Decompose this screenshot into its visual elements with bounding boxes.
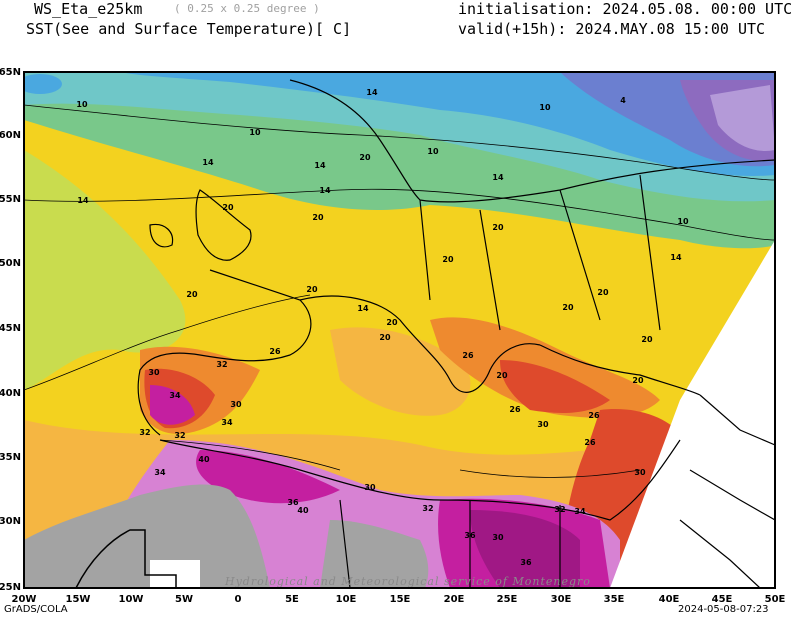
y-tick-label: 60N (0, 130, 21, 141)
x-tick-label: 5E (285, 594, 299, 605)
y-tick-label: 45N (0, 323, 21, 334)
contour-label: 20 (442, 255, 454, 264)
contour-label: 26 (462, 351, 474, 360)
x-tick-label: 35E (604, 594, 625, 605)
x-tick-label: 20E (444, 594, 465, 605)
model-name: WS_Eta_e25km (34, 0, 143, 18)
contour-label: 20 (632, 376, 644, 385)
contour-label: 14 (670, 253, 682, 262)
contour-label: 32 (422, 504, 433, 513)
contour-label: 26 (509, 405, 521, 414)
initialisation-time: initialisation: 2024.05.08. 00:00 UTC (458, 0, 793, 18)
contour-label: 34 (169, 391, 181, 400)
y-tick-label: 55N (0, 194, 21, 205)
contour-label: 26 (588, 411, 600, 420)
grid-resolution: ( 0.25 x 0.25 degree ) (174, 2, 320, 15)
x-tick-label: 50E (765, 594, 786, 605)
x-tick-label: 15E (390, 594, 411, 605)
contour-label: 30 (148, 368, 160, 377)
contour-label: 36 (287, 498, 299, 507)
footer-timestamp: 2024-05-08-07:23 (678, 604, 769, 615)
contour-label: 10 (76, 100, 88, 109)
contour-label: 14 (202, 158, 214, 167)
contour-label: 14 (357, 304, 369, 313)
contour-label: 14 (77, 196, 89, 205)
x-tick-label: 25E (497, 594, 518, 605)
contour-label: 14 (492, 173, 504, 182)
contour-label: 10 (539, 103, 551, 112)
contour-label: 34 (574, 507, 586, 516)
contour-label: 30 (537, 420, 549, 429)
watermark-text: Hydrological and Meteorological service … (224, 575, 591, 588)
contour-label: 34 (221, 418, 233, 427)
x-tick-label: 45E (712, 594, 733, 605)
contour-label: 20 (312, 213, 324, 222)
contour-label: 20 (359, 153, 371, 162)
y-tick-label: 25N (0, 582, 21, 593)
contour-label: 36 (520, 558, 532, 567)
contour-label: 20 (492, 223, 504, 232)
contour-label: 30 (230, 400, 242, 409)
contour-label: 32 (216, 360, 227, 369)
contour-label: 20 (562, 303, 574, 312)
contour-label: 20 (597, 288, 609, 297)
footer-software: GrADS/COLA (4, 604, 68, 615)
contour-label: 30 (492, 533, 504, 542)
contour-label: 30 (364, 483, 376, 492)
x-tick-label: 5W (175, 594, 193, 605)
contour-label: 20 (496, 371, 508, 380)
x-axis-ticks: 20W 15W 10W 5W 0 5E 10E 15E 20E 25E 30E 35E 40E 45E 50… (12, 594, 786, 605)
contour-label: 20 (386, 318, 398, 327)
x-tick-label: 40E (659, 594, 680, 605)
y-tick-label: 65N (0, 67, 21, 78)
contour-label: 14 (314, 161, 326, 170)
temperature-field (24, 72, 775, 588)
y-tick-label: 50N (0, 258, 21, 269)
x-tick-label: 15W (66, 594, 91, 605)
contour-label: 10 (427, 147, 439, 156)
contour-label: 10 (249, 128, 261, 137)
contour-label: 40 (198, 455, 210, 464)
contour-labels: 10 10 10 10 10 4 14 14 14 14 14 14 14 14 20 20 20 20 20 20 2… (76, 88, 689, 567)
x-tick-label: 0 (235, 594, 242, 605)
contour-label: 32 (139, 428, 150, 437)
contour-label: 20 (186, 290, 198, 299)
contour-label: 34 (154, 468, 166, 477)
contour-label: 4 (620, 96, 626, 105)
y-axis-ticks: 65N 60N 55N 50N 45N 40N 35N 30N 25N (0, 67, 21, 593)
contour-label: 20 (641, 335, 653, 344)
valid-time: valid(+15h): 2024.MAY.08 15:00 UTC (458, 20, 766, 38)
x-tick-label: 10W (119, 594, 144, 605)
contour-label: 14 (319, 186, 331, 195)
contour-label: 20 (379, 333, 391, 342)
x-tick-label: 20W (12, 594, 37, 605)
coastlines (75, 79, 775, 588)
contour-label: 20 (306, 285, 318, 294)
contour-label: 30 (634, 468, 646, 477)
contour-label: 32 (174, 431, 185, 440)
contour-label: 10 (677, 217, 689, 226)
y-tick-label: 30N (0, 516, 21, 527)
isotherms (24, 104, 775, 478)
contour-label: 14 (366, 88, 378, 97)
field-title: SST(See and Surface Temperature)[ C] (26, 20, 352, 38)
x-tick-label: 30E (551, 594, 572, 605)
contour-label: 20 (222, 203, 234, 212)
y-tick-label: 40N (0, 388, 21, 399)
x-tick-label: 10E (336, 594, 357, 605)
map-frame (23, 71, 776, 589)
y-tick-label: 35N (0, 452, 21, 463)
contour-label: 32 (554, 505, 565, 514)
contour-label: 40 (297, 506, 309, 515)
contour-label: 36 (464, 531, 476, 540)
contour-label: 26 (584, 438, 596, 447)
contour-label: 26 (269, 347, 281, 356)
